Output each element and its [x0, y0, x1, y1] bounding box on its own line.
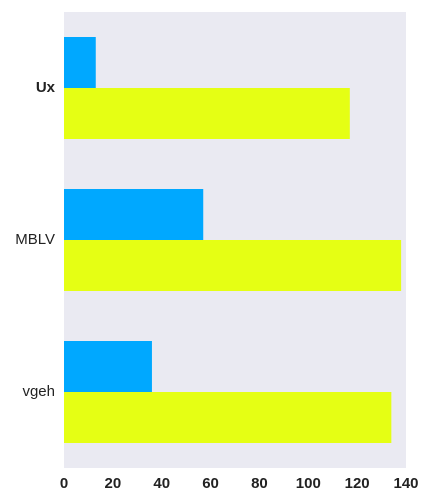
- bar-vgeh-series-2: [64, 392, 392, 443]
- y-tick-label-MBLV: MBLV: [15, 231, 55, 248]
- x-tick-label-140: 140: [393, 475, 418, 492]
- x-axis-tick-labels: 0 20 40 60 80 100 120 140: [60, 475, 419, 492]
- x-tick-label-100: 100: [296, 475, 321, 492]
- bar-vgeh-series-1: [64, 341, 152, 392]
- x-tick-label-20: 20: [105, 475, 122, 492]
- x-tick-label-0: 0: [60, 475, 68, 492]
- bar-MBLV-series-2: [64, 240, 402, 291]
- bars-group: [64, 37, 402, 443]
- bar-Ux-series-2: [64, 88, 350, 139]
- x-tick-label-120: 120: [345, 475, 370, 492]
- y-tick-label-vgeh: vgeh: [22, 383, 55, 400]
- bar-MBLV-series-1: [64, 189, 204, 240]
- bar-Ux-series-1: [64, 37, 96, 88]
- x-tick-label-80: 80: [251, 475, 268, 492]
- y-axis-tick-labels: Ux MBLV vgeh: [15, 79, 55, 400]
- x-tick-label-60: 60: [202, 475, 219, 492]
- x-tick-label-40: 40: [153, 475, 170, 492]
- y-tick-label-Ux: Ux: [36, 79, 56, 96]
